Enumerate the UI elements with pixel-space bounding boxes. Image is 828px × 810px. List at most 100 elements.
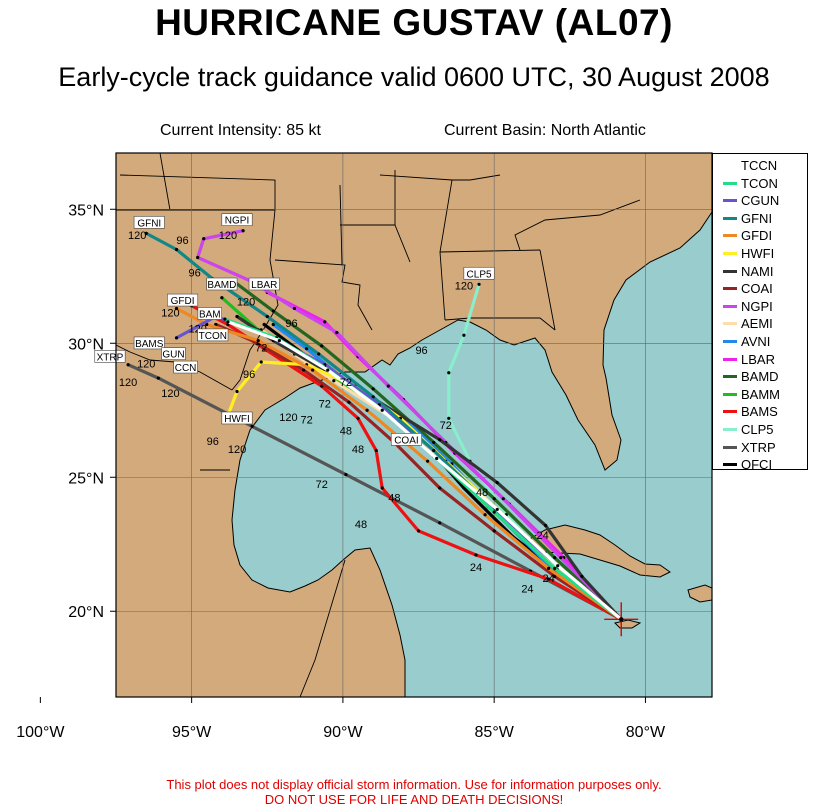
track-point [326, 368, 330, 372]
track-point [271, 322, 275, 327]
model-legend: TCCN TCON CGUN GFNI GFDI HWFI NAMI COAI NGPI AEMI… [712, 153, 808, 472]
hour-label: 120 [228, 444, 246, 456]
legend-label: TCCN [741, 158, 778, 173]
hour-label: 72 [440, 420, 452, 432]
storm-center-dot [619, 617, 624, 622]
hour-label: 72 [340, 377, 352, 389]
endpoint-label-box [161, 347, 186, 360]
legend-swatch [723, 322, 737, 326]
hour-label: 96 [243, 369, 255, 381]
track-point [447, 416, 451, 420]
legend-swatch [723, 164, 737, 167]
legend-label: COAI [741, 281, 773, 297]
track-point [323, 320, 327, 324]
track-point [256, 338, 260, 343]
hour-label: 72 [300, 415, 312, 427]
track-point [447, 371, 451, 375]
endpoint-label-box [463, 266, 495, 280]
endpoint-label-clp5: CLP5 [467, 269, 492, 280]
track-point [205, 322, 209, 327]
legend-label: TCON [741, 175, 778, 191]
track-point [483, 513, 487, 517]
hour-label: 120 [119, 377, 137, 389]
track-point [271, 309, 275, 313]
endpoint-label-box [133, 336, 165, 350]
legend-item-coai: COAI [713, 280, 807, 298]
legend-label: CGUN [741, 193, 780, 209]
hour-label: 72 [316, 479, 328, 491]
hour-label: 120 [137, 358, 155, 370]
track-point [556, 564, 560, 568]
legend-swatch [723, 357, 737, 361]
track-point [371, 387, 375, 391]
track-point [501, 497, 505, 501]
track-point [262, 322, 266, 327]
legend-item-nami: NAMI [713, 263, 807, 281]
legend-swatch [723, 375, 737, 379]
track-point [380, 408, 384, 412]
track-point [344, 472, 348, 477]
track-point [144, 231, 148, 235]
track-point [474, 553, 478, 557]
track-point [495, 481, 499, 485]
current-basin: Current Basin: North Atlantic [444, 122, 646, 139]
hour-label: 72 [255, 342, 267, 354]
legend-swatch [723, 269, 737, 273]
legend-swatch [723, 463, 737, 467]
track-point [347, 400, 351, 404]
track-point [259, 360, 263, 364]
x-tick-label: 100°W [16, 724, 65, 741]
x-tick-label: 85°W [475, 724, 515, 741]
endpoint-label-bam: BAM [199, 309, 221, 320]
endpoint-label-ngpi: NGPI [225, 216, 249, 227]
legend-item-bamm: BAMM [713, 386, 807, 404]
track-point [547, 577, 551, 581]
endpoint-label-bamd: BAMD [207, 280, 236, 291]
track-point [265, 314, 269, 319]
x-tick-label: 95°W [172, 724, 212, 741]
legend-label: AEMI [741, 316, 773, 332]
hour-label: 48 [355, 519, 367, 531]
y-tick-label: 30°N [68, 336, 104, 353]
hour-label: 24 [536, 530, 548, 542]
track-point [462, 333, 466, 337]
hour-label: 96 [285, 318, 297, 330]
legend-swatch [723, 251, 737, 255]
track-point [174, 306, 179, 311]
hour-label: 120 [161, 307, 179, 319]
hour-label: 24 [543, 573, 555, 585]
track-point [356, 416, 360, 420]
legend-item-cgun: CGUN [713, 192, 807, 210]
hour-label: 120 [237, 297, 255, 309]
legend-swatch [723, 427, 737, 431]
legend-item-bamd: BAMD [713, 368, 807, 386]
endpoint-label-gfni: GFNI [137, 218, 161, 229]
legend-swatch [723, 304, 737, 308]
legend-swatch [723, 234, 737, 238]
track-point [547, 566, 551, 570]
track-point [553, 574, 557, 579]
hour-label: 120 [279, 412, 297, 424]
x-tick-label: 90°W [323, 724, 363, 741]
endpoint-label-box [221, 411, 253, 425]
legend-swatch [723, 287, 737, 291]
y-tick-label: 25°N [68, 470, 104, 487]
track-point [438, 438, 442, 442]
endpoint-label-coai: COAI [394, 435, 418, 446]
track-point [374, 448, 378, 453]
endpoint-label-box [206, 277, 238, 291]
track-point [332, 379, 336, 383]
endpoint-label-xtrp: XTRP [97, 352, 124, 363]
legend-item-xtrp: XTRP [713, 439, 807, 457]
legend-swatch [723, 445, 737, 449]
legend-label: HWFI [741, 245, 775, 261]
legend-label: XTRP [741, 439, 776, 455]
legend-item-gfdi: GFDI [713, 227, 807, 245]
legend-label: NAMI [741, 263, 774, 279]
track-point [386, 384, 390, 388]
track-point [492, 510, 496, 514]
graticule [116, 153, 712, 697]
legend-swatch [723, 410, 737, 414]
legend-label: CLP5 [741, 421, 774, 437]
track-point [235, 314, 239, 319]
